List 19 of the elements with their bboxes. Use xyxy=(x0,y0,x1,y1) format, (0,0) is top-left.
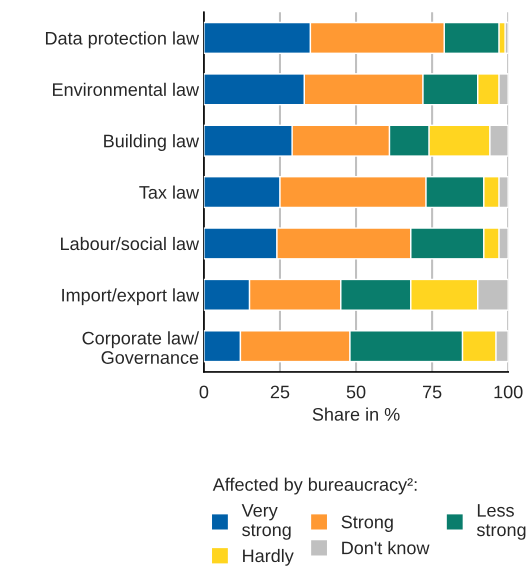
y-tick-label: Environmental law xyxy=(53,82,200,96)
legend-label: Very strong xyxy=(242,504,291,540)
y-tick-label: Building law xyxy=(104,134,200,151)
y-tick-label: Corporate law/ Governance xyxy=(82,331,200,364)
x-axis-title: Share in % xyxy=(312,407,400,421)
legend-label: Strong xyxy=(342,516,393,532)
x-tick-label: 75 xyxy=(422,386,442,398)
legend-title: Affected by bureaucracy²: xyxy=(212,478,416,494)
y-tick-label: Data protection law xyxy=(46,31,200,48)
x-tick-label: 25 xyxy=(270,386,290,398)
y-tick-label: Labour/social law xyxy=(61,236,200,250)
legend-label: Less strong xyxy=(476,504,526,540)
y-tick-label: Tax law xyxy=(139,186,200,199)
legend-label: Don't know xyxy=(342,541,430,554)
x-tick-label: 0 xyxy=(200,386,208,398)
legend-label: Hardly xyxy=(243,548,294,566)
y-tick-label: Import/export law xyxy=(62,288,200,306)
x-tick-label: 100 xyxy=(494,386,523,398)
x-tick-label: 50 xyxy=(346,386,366,398)
